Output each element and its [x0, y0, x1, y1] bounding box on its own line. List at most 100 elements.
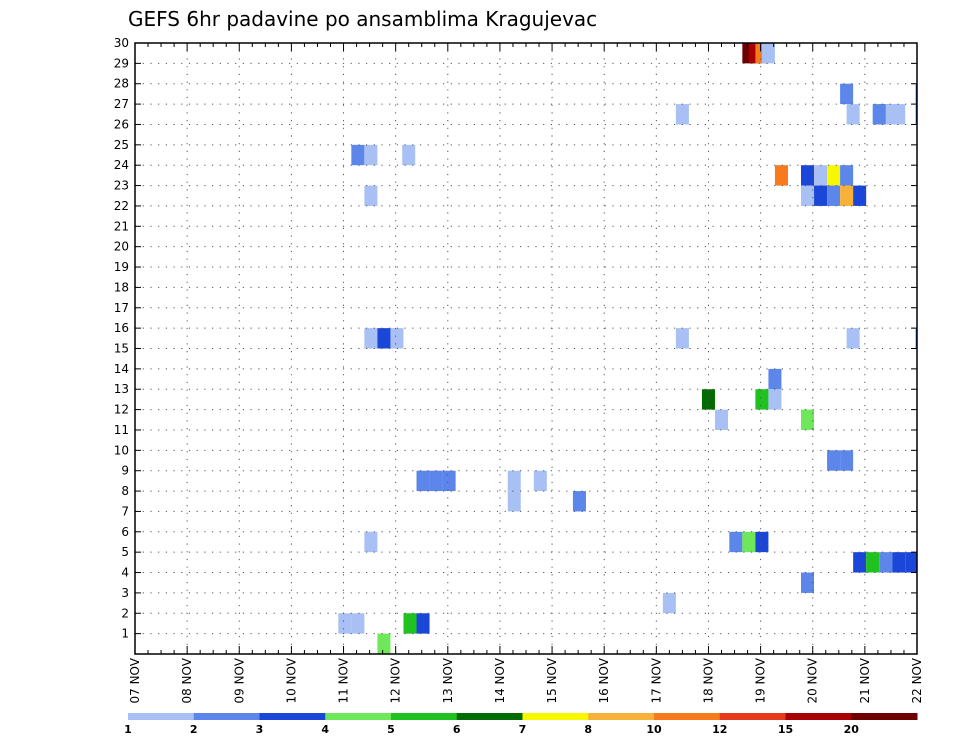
- y-tick-label: 18: [114, 280, 129, 294]
- precip-cell-6: [675, 104, 689, 125]
- y-tick-label: 22: [114, 199, 129, 213]
- colorbar-segment: [193, 713, 260, 720]
- y-tick-label: 5: [121, 545, 129, 559]
- precip-cell-11: [892, 104, 906, 125]
- x-tick-label: 07 NOV: [128, 657, 142, 703]
- x-tick-label: 19 NOV: [754, 657, 768, 703]
- precip-cell-28: [377, 328, 391, 349]
- precip-cell-54: [879, 552, 893, 573]
- y-tick-label: 28: [114, 77, 129, 91]
- x-tick-label: 12 NOV: [389, 657, 403, 703]
- colorbar-label: 6: [453, 723, 461, 736]
- x-tick-label: 09 NOV: [232, 657, 246, 703]
- y-tick-label: 12: [114, 403, 129, 417]
- colorbar-label: 3: [256, 723, 264, 736]
- y-tick-label: 17: [114, 301, 129, 315]
- precip-cell-47: [572, 491, 586, 512]
- y-tick-label: 23: [114, 179, 129, 193]
- precip-cell-55: [892, 552, 906, 573]
- x-tick-label: 18 NOV: [701, 657, 715, 703]
- y-tick-label: 26: [114, 117, 129, 131]
- precip-cell-26: [853, 185, 867, 206]
- precip-cell-40: [840, 450, 854, 471]
- precip-cell-22: [801, 185, 815, 206]
- colorbar-label: 5: [387, 723, 395, 736]
- y-tick-label: 6: [121, 525, 129, 539]
- colorbar-segment: [391, 713, 458, 720]
- y-tick-label: 15: [114, 342, 129, 356]
- colorbar-label: 8: [584, 723, 592, 736]
- precip-cell-36: [768, 389, 782, 410]
- colorbar-label: 7: [519, 723, 527, 736]
- precip-cell-41: [416, 470, 430, 492]
- x-tick-label: 21 NOV: [858, 657, 872, 703]
- precip-cell-3: [761, 43, 775, 64]
- precip-cell-25: [840, 185, 854, 206]
- x-tick-label: 13 NOV: [441, 657, 455, 703]
- precip-cell-13: [351, 144, 365, 166]
- precip-cell-51: [755, 531, 769, 553]
- x-tick-label: 22 NOV: [910, 657, 924, 703]
- colorbar-label: 2: [190, 723, 198, 736]
- y-tick-label: 2: [121, 606, 129, 620]
- colorbar-label: 15: [778, 723, 793, 736]
- x-tick-label: 15 NOV: [545, 657, 559, 703]
- precip-cell-50: [742, 531, 756, 553]
- y-tick-label: 1: [121, 627, 129, 641]
- precip-cell-15: [402, 144, 416, 166]
- grid-layer: [135, 43, 917, 654]
- precip-cell-62: [403, 613, 417, 634]
- colorbar-label: 10: [646, 723, 662, 736]
- precip-cell-29: [390, 328, 404, 349]
- colorbar-segment: [325, 713, 392, 720]
- colorbar-label: 4: [321, 723, 329, 736]
- precip-cell-20: [840, 165, 854, 186]
- y-axis: 1234567891011121314151617181920212223242…: [114, 36, 917, 641]
- y-tick-label: 20: [114, 240, 129, 254]
- x-axis: 07 NOV 08 NOV 09 NOV 10 NOV 11 NOV 12 NOV 13 N…: [128, 43, 924, 704]
- precip-cell-21: [364, 185, 378, 206]
- precip-cell-43: [442, 470, 456, 492]
- precip-cell-4: [840, 83, 854, 105]
- colorbar-segment: [851, 713, 918, 720]
- precip-cell-34: [701, 389, 715, 410]
- colorbar-segment: [588, 713, 655, 720]
- precip-cell-61: [351, 613, 365, 634]
- y-tick-label: 3: [121, 586, 129, 600]
- precip-cell-56: [905, 552, 917, 573]
- y-tick-label: 7: [121, 504, 129, 518]
- plot-frame: [134, 42, 918, 655]
- precip-cell-52: [853, 552, 867, 573]
- precip-cell-53: [866, 552, 880, 573]
- precip-cell-7: [846, 104, 860, 125]
- y-tick-label: 21: [114, 219, 129, 233]
- y-tick-label: 27: [114, 97, 129, 111]
- x-tick-label: 20 NOV: [806, 657, 820, 703]
- precip-cell-24: [827, 185, 841, 206]
- x-tick-label: 11 NOV: [337, 657, 351, 703]
- colorbar-segment: [785, 713, 852, 720]
- colorbar: 1 2 3 4 5 6 7 8 10 12 15 20: [124, 713, 918, 736]
- y-tick-label: 9: [121, 464, 129, 478]
- precip-cell-27: [364, 328, 378, 349]
- y-tick-label: 19: [114, 260, 129, 274]
- precip-cell-58: [801, 572, 815, 593]
- colorbar-label: 1: [124, 723, 132, 736]
- colorbar-segment: [654, 713, 721, 720]
- y-tick-label: 24: [114, 158, 129, 172]
- precip-cell-45: [533, 470, 547, 492]
- cells-layer: [338, 43, 917, 654]
- precip-cell-33: [768, 368, 782, 390]
- chart-title: GEFS 6hr padavine po ansamblima Kragujev…: [128, 7, 597, 31]
- precip-cell-35: [755, 389, 769, 410]
- x-tick-label: 10 NOV: [284, 657, 298, 703]
- precip-cell-16: [774, 165, 788, 186]
- colorbar-segment: [259, 713, 326, 720]
- precip-cell-14: [364, 144, 378, 166]
- y-tick-label: 8: [121, 484, 129, 498]
- precip-cell-46: [507, 491, 521, 512]
- x-tick-label: 08 NOV: [180, 657, 194, 703]
- precip-cell-44: [507, 470, 521, 492]
- colorbar-label: 12: [712, 723, 727, 736]
